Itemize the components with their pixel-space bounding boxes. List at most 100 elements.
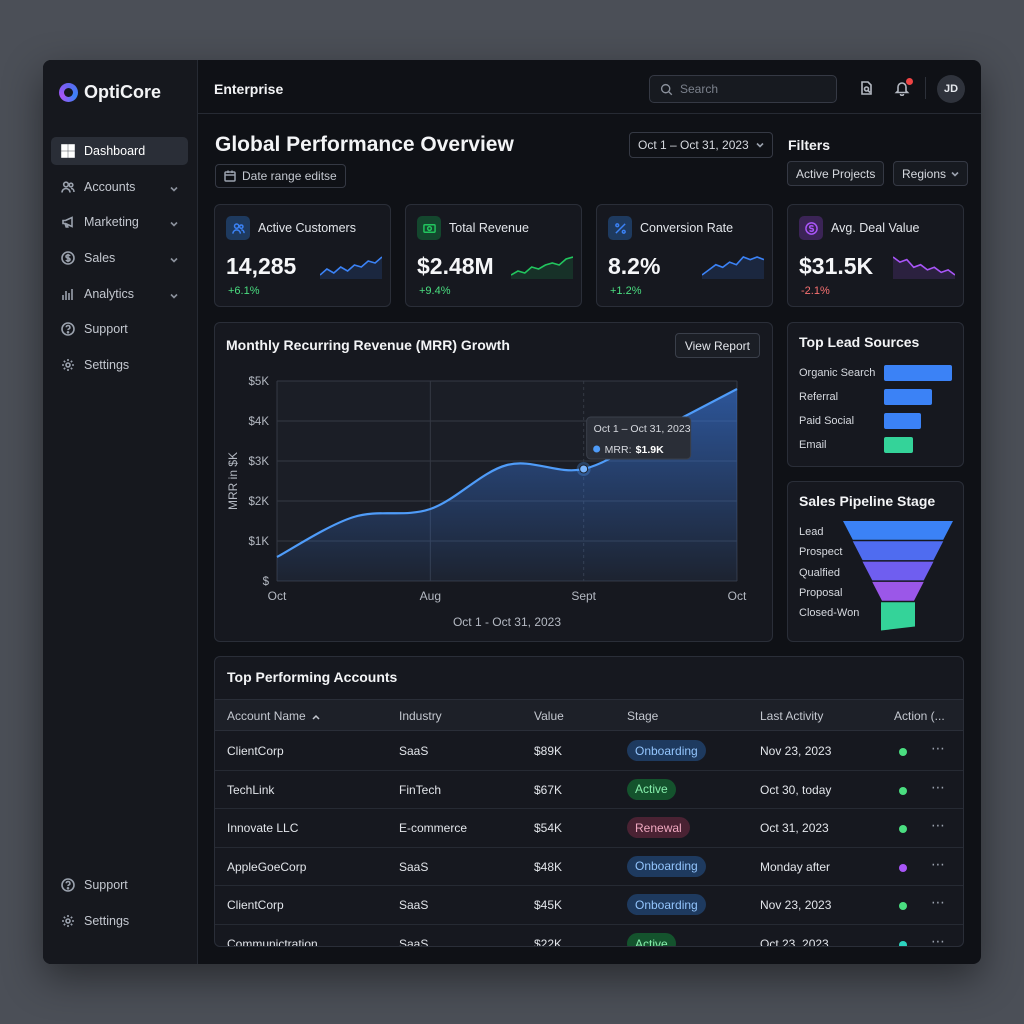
more-actions-icon[interactable]: ⋯	[931, 933, 946, 947]
cell-industry: SaaS	[399, 898, 429, 913]
column-header[interactable]: Stage	[627, 709, 658, 723]
pipeline-stage-label: Qualfied	[799, 566, 840, 579]
pipeline-stage-bar[interactable]	[852, 541, 944, 561]
y-tick-label: $4K	[249, 416, 270, 428]
active-projects-filter[interactable]: Active Projects	[787, 161, 885, 186]
sidebar-item-support[interactable]: Support	[51, 871, 188, 899]
table-row[interactable]: AppleGoeCorp SaaS $48K Onboarding Monday aft…	[215, 848, 963, 887]
chevron-down-icon	[951, 171, 959, 177]
cell-industry: E-commerce	[399, 821, 468, 836]
date-range-value: Oct 1 – Oct 31, 2023	[638, 138, 749, 152]
percent-icon	[608, 216, 632, 240]
notifications-button[interactable]	[894, 78, 913, 97]
sparkline-line	[702, 256, 764, 276]
more-actions-icon[interactable]: ⋯	[931, 740, 946, 756]
kpi-label: Total Revenue	[449, 221, 529, 235]
sidebar-item-label: Dashboard	[84, 144, 146, 158]
pipeline-stage-bar[interactable]	[862, 561, 934, 581]
pipeline-stage-label: Closed-Won	[799, 607, 860, 620]
date-range-select[interactable]: Oct 1 – Oct 31, 2023	[629, 132, 773, 158]
shortcut-button[interactable]	[858, 80, 874, 96]
table-row[interactable]: TechLink FinTech $67K Active Oct 30, today ⋯	[215, 771, 963, 810]
kpi-card-active-customers[interactable]: Active Customers 14,285 +6.1%	[214, 204, 391, 307]
regions-filter[interactable]: Regions	[893, 161, 969, 186]
table-row[interactable]: Communictration SaaS $22K Active Oct 23, 202…	[215, 925, 963, 947]
cell-name: AppleGoeCorp	[227, 859, 307, 874]
bar-chart-icon	[61, 287, 75, 301]
sort-asc-icon	[306, 709, 321, 723]
x-tick-label: Oct	[728, 589, 747, 603]
cell-industry: SaaS	[399, 859, 429, 874]
x-tick-label: Sept	[571, 589, 596, 603]
calendar-icon	[224, 170, 236, 182]
avatar[interactable]: JD	[937, 75, 965, 103]
kpi-label: Avg. Deal Value	[831, 221, 920, 235]
mrr-chart-card: Monthly Recurring Revenue (MRR) Growth V…	[214, 322, 773, 642]
brand[interactable]: OptiCore	[59, 82, 161, 103]
table-row[interactable]: ClientCorp SaaS $89K Onboarding Nov 23, 2023…	[215, 732, 963, 771]
pipeline-stage-bar[interactable]	[881, 602, 915, 631]
table-row[interactable]: ClientCorp SaaS $45K Onboarding Nov 23, 2023…	[215, 886, 963, 925]
sidebar-item-accounts[interactable]: Accounts	[51, 173, 188, 201]
cell-value: $54K	[534, 821, 563, 836]
sidebar-item-settings[interactable]: Settings	[51, 351, 188, 379]
kpi-card-avg-deal-value[interactable]: Avg. Deal Value $31.5K -2.1%	[787, 204, 964, 307]
sidebar-item-dashboard[interactable]: Dashboard	[51, 137, 188, 165]
sidebar-bottom-nav: Support Settings	[51, 871, 188, 943]
kpi-label: Conversion Rate	[640, 221, 734, 235]
mrr-chart: $ $1K $2K $3K $4K $5K Oct Aug Sept Oct Oct 1 – Oct…	[226, 376, 747, 629]
regions-label: Regions	[902, 166, 947, 181]
more-actions-icon[interactable]: ⋯	[931, 817, 946, 834]
column-header-label: Industry	[399, 709, 442, 723]
sidebar-item-analytics[interactable]: Analytics	[51, 280, 188, 308]
pipeline-stage-bar[interactable]	[872, 581, 924, 601]
date-range-edit-button[interactable]: Date range editse	[215, 164, 346, 188]
sidebar-item-label: Sales	[84, 251, 116, 266]
sidebar: OptiCore Dashboard Accounts Marketing Sales…	[43, 60, 198, 964]
mrr-area	[277, 389, 737, 581]
sidebar-item-label: Analytics	[84, 286, 135, 301]
kpi-value: $31.5K	[799, 253, 874, 279]
column-header[interactable]: Value	[534, 709, 564, 723]
more-actions-icon[interactable]: ⋯	[931, 855, 946, 872]
column-header[interactable]: Industry	[399, 709, 442, 723]
lead-sources-title: Top Lead Sources	[799, 334, 920, 350]
y-tick-label: $1K	[249, 536, 270, 548]
lead-source-bar[interactable]	[884, 437, 913, 453]
chart-tooltip: Oct 1 – Oct 31, 2023 MRR: $1.9K	[586, 416, 692, 460]
megaphone-icon	[61, 215, 75, 229]
sidebar-item-support[interactable]: Support	[51, 315, 188, 343]
search-input[interactable]	[680, 82, 820, 96]
kpi-sparkline	[320, 256, 382, 279]
kpi-card-total-revenue[interactable]: Total Revenue $2.48M +9.4%	[405, 204, 582, 307]
column-header[interactable]: Action (...	[894, 709, 945, 723]
search-box[interactable]	[649, 75, 837, 103]
tooltip-value: $1.9K	[636, 444, 664, 456]
hover-point[interactable]	[579, 464, 589, 474]
column-header[interactable]: Last Activity	[760, 709, 823, 723]
more-actions-icon[interactable]: ⋯	[931, 778, 946, 795]
cell-last-activity: Monday after	[760, 859, 831, 874]
pipeline-card: Sales Pipeline Stage Lead Prospect Qualfie…	[787, 481, 964, 642]
x-tick-label: Oct	[268, 589, 287, 603]
status-dot	[899, 902, 907, 911]
cell-value: $89K	[534, 744, 563, 758]
mrr-chart-title: Monthly Recurring Revenue (MRR) Growth	[226, 337, 510, 353]
more-actions-icon[interactable]: ⋯	[931, 894, 946, 911]
lead-source-bar[interactable]	[884, 413, 922, 429]
table-row[interactable]: Innovate LLC E-commerce $54K Renewal Oct 31,…	[215, 809, 963, 848]
sidebar-item-settings[interactable]: Settings	[51, 907, 188, 935]
status-dot	[899, 786, 907, 795]
gear-icon	[61, 914, 75, 928]
pipeline-stage-bar[interactable]	[843, 521, 953, 540]
kpi-card-conversion-rate[interactable]: Conversion Rate 8.2% +1.2%	[596, 204, 773, 307]
lead-source-bar[interactable]	[884, 389, 932, 405]
lead-source-bar[interactable]	[884, 365, 952, 381]
sidebar-item-sales[interactable]: Sales	[51, 244, 188, 272]
cell-value: $67K	[534, 782, 563, 797]
y-tick-label: $3K	[249, 456, 270, 468]
filters-label: Filters	[788, 137, 831, 153]
column-header[interactable]: Account Name	[227, 709, 320, 723]
sidebar-item-marketing[interactable]: Marketing	[51, 208, 188, 236]
view-report-button[interactable]: View Report	[674, 333, 760, 358]
